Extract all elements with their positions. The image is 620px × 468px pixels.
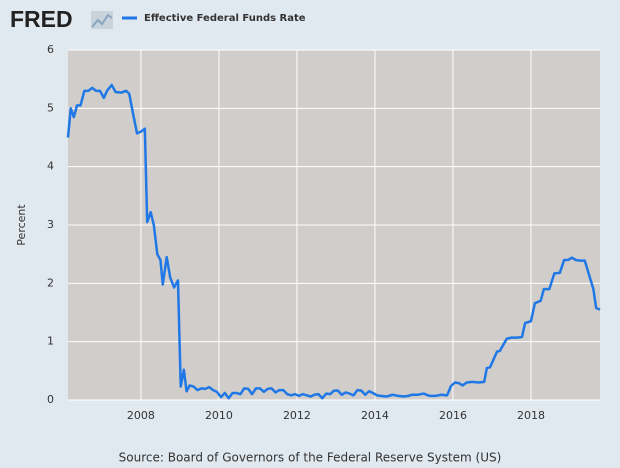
logo-icon-line (91, 13, 113, 28)
x-tick-label: 2018 (517, 409, 545, 422)
y-axis-label: Percent (15, 204, 28, 246)
x-tick-label: 2010 (205, 409, 233, 422)
x-tick-label: 2014 (361, 409, 389, 422)
logo: FRED (10, 6, 73, 32)
y-tick-label: 1 (47, 335, 54, 348)
logo-icon-bg (91, 11, 113, 29)
legend-label: Effective Federal Funds Rate (144, 13, 306, 24)
y-tick-label: 4 (47, 160, 54, 173)
y-tick-label: 2 (47, 276, 54, 289)
data-line (66, 83, 601, 400)
x-tick-label: 2012 (283, 409, 311, 422)
y-tick-label: 5 (47, 101, 54, 114)
logo-icon (91, 11, 113, 29)
x-tick-label: 2016 (439, 409, 467, 422)
y-tick-label: 6 (47, 43, 54, 56)
y-tick-label: 3 (47, 218, 54, 231)
source: Source: Board of Governors of the Federa… (119, 451, 502, 465)
x-tick-label: 2008 (127, 409, 155, 422)
y-tick-label: 0 (47, 393, 54, 406)
